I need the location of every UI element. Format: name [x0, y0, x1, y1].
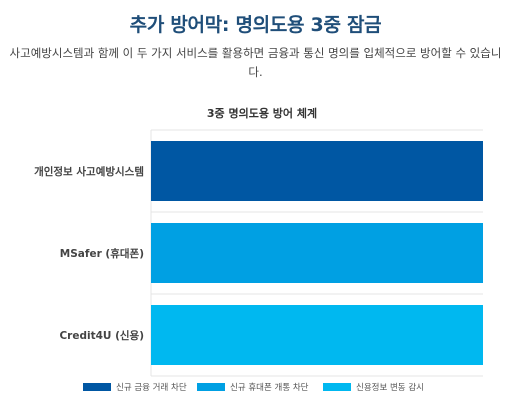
category-label: MSafer (휴대폰): [60, 247, 144, 260]
legend-swatch: [197, 383, 225, 391]
intro-text: 사고예방시스템과 함께 이 두 가지 서비스를 활용하면 금융과 통신 명의를 …: [9, 46, 502, 79]
legend-swatch: [83, 383, 111, 391]
bar: [151, 305, 483, 365]
category-label: Credit4U (신용): [59, 329, 144, 342]
bar: [151, 141, 483, 201]
category-label: 개인정보 사고예방시스템: [34, 165, 144, 178]
bar: [151, 223, 483, 283]
legend-label: 신용정보 변동 감시: [356, 382, 424, 393]
chart-title: 3중 명의도용 방어 체계: [207, 106, 317, 120]
legend-label: 신규 휴대폰 개통 차단: [230, 382, 309, 393]
page-title: 추가 방어막: 명의도용 3중 잠금: [129, 14, 382, 36]
legend-label: 신규 금융 거래 차단: [116, 382, 187, 393]
legend-swatch: [323, 383, 351, 391]
